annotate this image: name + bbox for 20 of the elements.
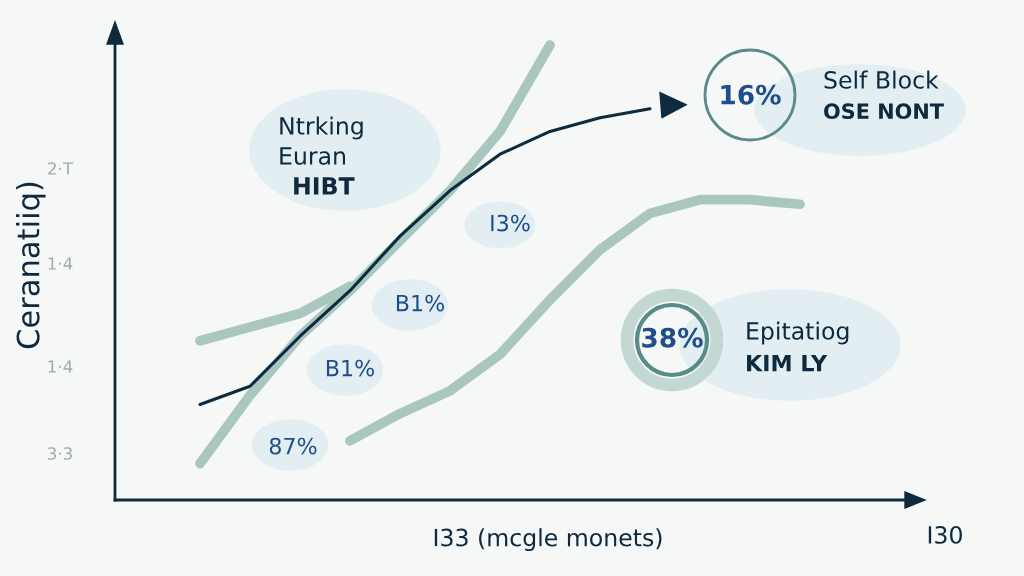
annotation: Self Block bbox=[824, 70, 939, 89]
annotation: B1% bbox=[326, 359, 375, 377]
annotation: 38% bbox=[642, 327, 703, 348]
annotation: HIBT bbox=[294, 177, 355, 195]
y-axis-title: Ceranatiiq) bbox=[15, 182, 46, 349]
annotation: 16% bbox=[721, 84, 781, 105]
annotation: Euran bbox=[280, 147, 346, 165]
annotation: Ntrking bbox=[280, 116, 363, 140]
annotation: OSE NONT bbox=[824, 103, 944, 120]
annotation: B1% bbox=[396, 294, 445, 312]
annotation: KIM LY bbox=[747, 354, 828, 372]
annotation: 87% bbox=[269, 437, 317, 455]
text: 1·4 bbox=[48, 257, 73, 270]
annotation: Epitatiog bbox=[747, 321, 849, 345]
text: 1·4 bbox=[48, 360, 73, 373]
annotation: I3% bbox=[491, 214, 530, 232]
x-axis-title: I33 (mcgle monets) bbox=[434, 528, 662, 552]
text: I30 bbox=[928, 525, 962, 544]
text: 2·T bbox=[48, 162, 74, 175]
text: 3·3 bbox=[48, 447, 72, 460]
